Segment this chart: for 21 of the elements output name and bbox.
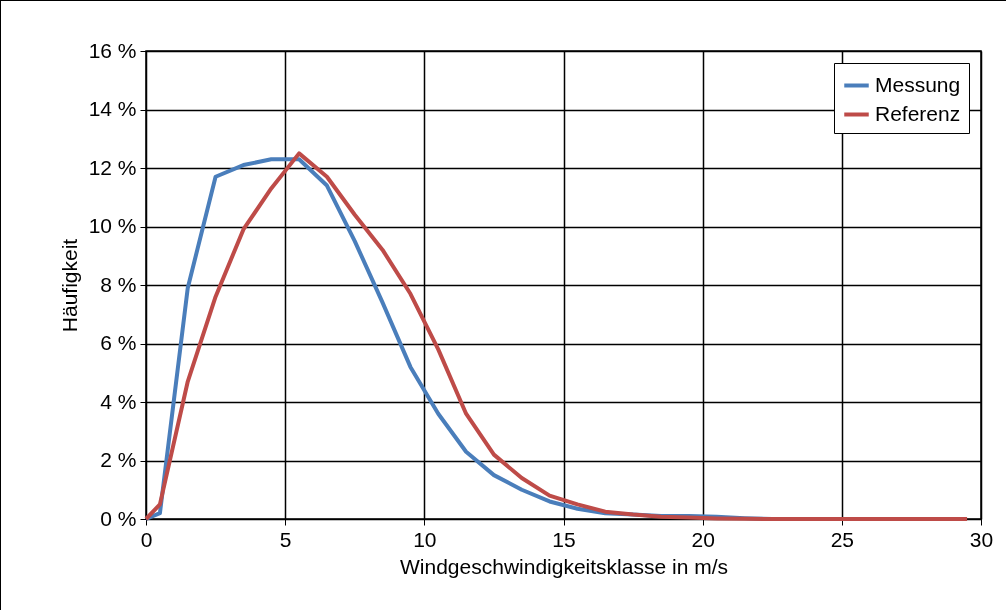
line-series: [144, 151, 970, 521]
y-tick-label: 8 %: [100, 272, 137, 296]
y-tick-label: 2 %: [100, 448, 137, 471]
y-tick-label: 12 %: [88, 155, 137, 179]
y-tick-label: 4 %: [100, 389, 137, 413]
y-tick-label: 0 %: [100, 506, 137, 530]
x-tick-label: 0: [140, 527, 153, 551]
legend-label: Referenz: [875, 101, 961, 125]
x-tick-label: 25: [830, 527, 855, 551]
legend-label: Messung: [875, 72, 961, 96]
y-axis-title: Häufigkeit: [57, 238, 81, 333]
y-tick-label: 14 %: [88, 97, 137, 120]
x-tick-label: 20: [691, 527, 715, 551]
y-tick-label: 16 %: [88, 38, 137, 62]
x-axis-title: Windgeschwindigkeitsklasse in m/s: [400, 554, 728, 578]
x-tick-label: 5: [279, 527, 292, 551]
x-tick-label: 10: [413, 527, 437, 551]
x-tick-label: 30: [969, 527, 994, 551]
y-tick-label: 10 %: [88, 214, 137, 237]
x-tick-label: 15: [552, 527, 576, 551]
y-tick-label: 6 %: [100, 331, 137, 354]
